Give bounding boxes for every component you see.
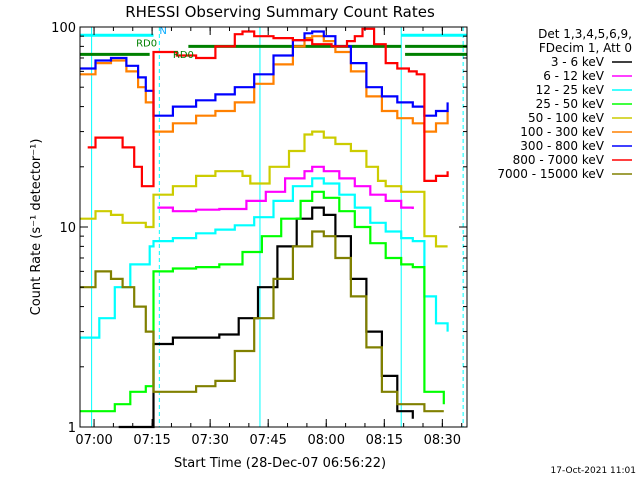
x-tick-label-2: 07:30: [191, 433, 228, 448]
series-line-7: [87, 27, 449, 188]
series-line-1: [157, 165, 414, 213]
y-tick-label-2: 100: [51, 21, 76, 36]
x-tick-label-1: 07:15: [133, 433, 170, 448]
x-tick-label-6: 08:30: [424, 433, 461, 448]
legend-entry-label-4: 50 - 100 keV: [528, 111, 605, 125]
series-lines: [80, 27, 449, 429]
annotation-label-2: RD0: [173, 50, 194, 61]
series-line-3: [80, 190, 445, 413]
legend-entry-label-2: 12 - 25 keV: [536, 83, 605, 97]
legend-entry-label-5: 100 - 300 keV: [520, 125, 604, 139]
annotation-label-1: RD0: [136, 38, 157, 49]
x-axis-label: Start Time (28-Dec-07 06:56:22): [174, 456, 386, 471]
series-line-8: [80, 230, 444, 413]
chart-title: RHESSI Observing Summary Count Rates: [125, 3, 435, 21]
x-tick-label-4: 08:00: [308, 433, 345, 448]
series-line-4: [80, 130, 448, 248]
legend-entry-label-0: 3 - 6 keV: [551, 55, 605, 69]
legend-entry-label-8: 7000 - 15000 keV: [497, 167, 604, 181]
x-tick-label-3: 07:45: [249, 433, 286, 448]
y-tick-label-0: 1: [68, 421, 76, 436]
series-line-6: [80, 30, 449, 117]
legend-entry-label-7: 800 - 7000 keV: [513, 153, 605, 167]
series-line-5: [80, 35, 449, 133]
x-tick-label-0: 07:00: [75, 433, 112, 448]
x-tick-labels: 07:00 07:15 07:30 07:45 08:00 08:15 08:30: [75, 433, 461, 448]
annotation-label-0: N: [159, 26, 166, 37]
legend-header-1: FDecim 1, Att 0: [539, 41, 632, 55]
x-tick-label-5: 08:15: [366, 433, 403, 448]
y-tick-label-1: 10: [59, 221, 76, 236]
y-axis-label: Count Rate (s⁻¹ detector⁻¹): [29, 139, 44, 316]
legend: Det 1,3,4,5,6,9,FDecim 1, Att 03 - 6 keV…: [497, 27, 632, 181]
legend-entry-label-6: 300 - 800 keV: [520, 139, 604, 153]
axes: [79, 26, 468, 428]
series-line-2: [80, 177, 449, 339]
legend-entry-label-3: 25 - 50 keV: [536, 97, 605, 111]
timestamp: 17-Oct-2021 11:01: [551, 466, 636, 476]
legend-header-0: Det 1,3,4,5,6,9,: [538, 27, 632, 41]
legend-entry-label-1: 6 - 12 keV: [543, 69, 605, 83]
y-tick-labels: 1 10 100: [51, 21, 76, 436]
